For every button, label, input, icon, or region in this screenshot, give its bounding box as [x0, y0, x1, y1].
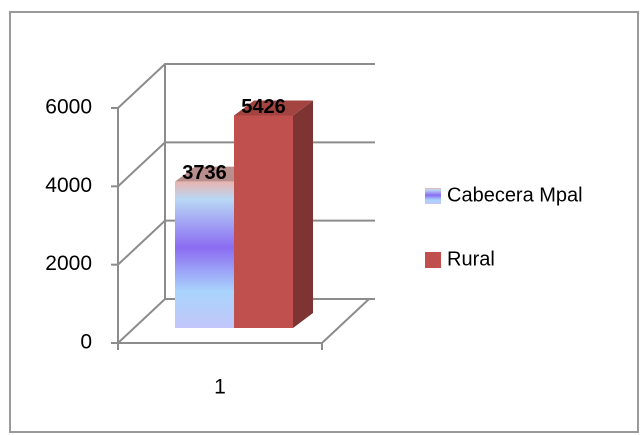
- legend-label: Cabecera Mpal: [447, 184, 583, 206]
- y-tick-label: 4000: [45, 174, 92, 197]
- y-tick-label: 0: [80, 331, 92, 354]
- legend-label: Rural: [447, 248, 495, 270]
- bar: [175, 181, 234, 328]
- bar-top: [234, 100, 313, 116]
- y-tick-label: 6000: [45, 96, 92, 119]
- y-tick-label: 2000: [45, 252, 92, 275]
- chart-frame: [9, 11, 639, 433]
- bar: [234, 115, 293, 329]
- data-label: 5426: [241, 96, 286, 118]
- grid-line: [117, 63, 375, 109]
- x-tick-label: 1: [214, 376, 226, 399]
- floor-edge: [321, 298, 370, 344]
- data-label: 3736: [182, 162, 227, 184]
- legend-swatch: [425, 252, 441, 268]
- legend-swatch: [425, 188, 441, 204]
- bar-side: [293, 100, 313, 329]
